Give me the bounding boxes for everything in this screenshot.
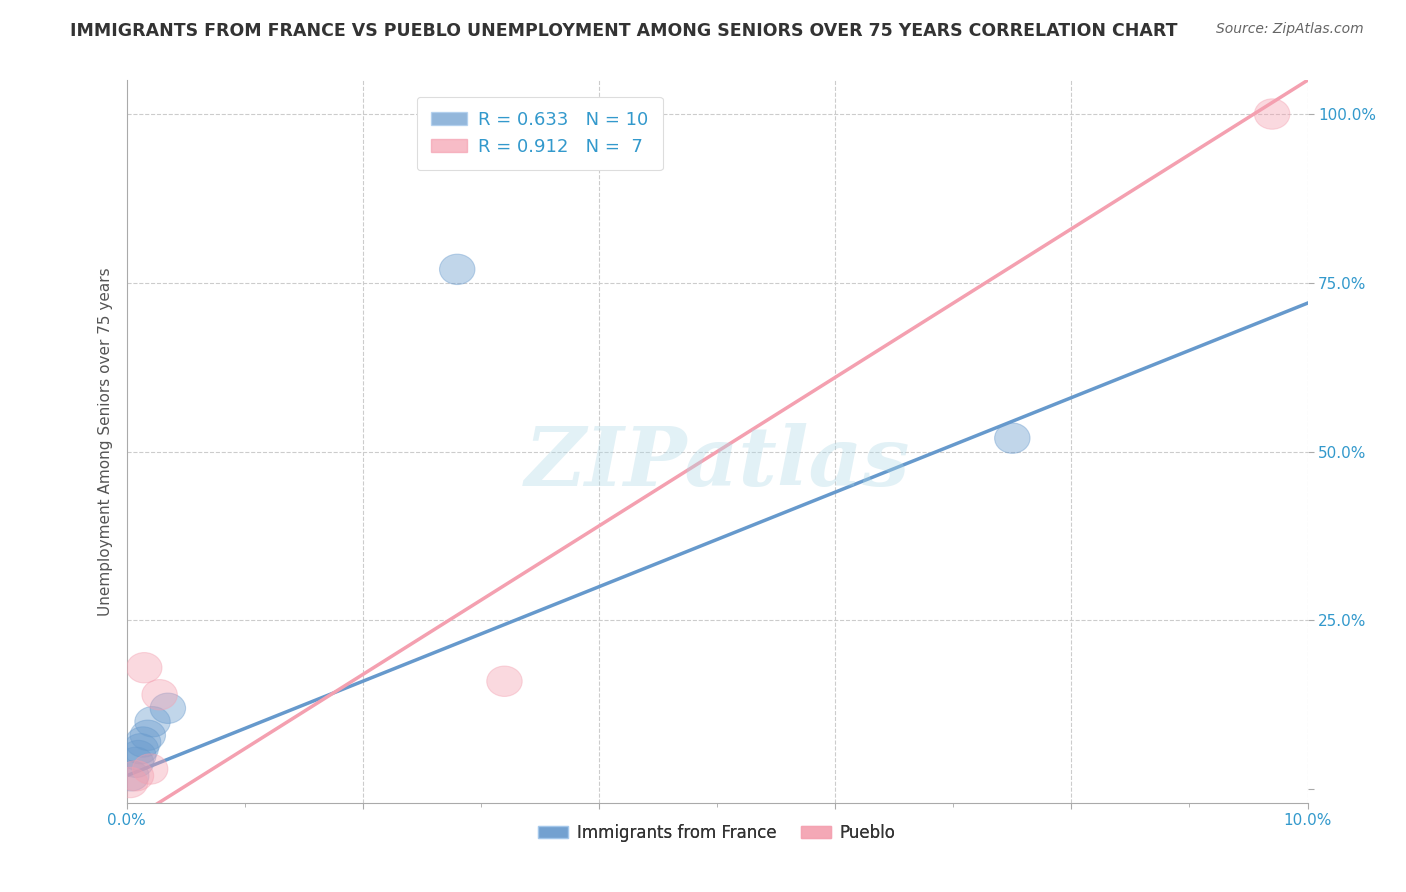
Ellipse shape [125,727,160,757]
Ellipse shape [142,680,177,710]
Text: Source: ZipAtlas.com: Source: ZipAtlas.com [1216,22,1364,37]
Ellipse shape [440,254,475,285]
Ellipse shape [127,653,162,683]
Ellipse shape [994,423,1031,453]
Ellipse shape [486,666,522,697]
Ellipse shape [122,733,159,764]
Y-axis label: Unemployment Among Seniors over 75 years: Unemployment Among Seniors over 75 years [97,268,112,615]
Ellipse shape [112,767,148,797]
Text: IMMIGRANTS FROM FRANCE VS PUEBLO UNEMPLOYMENT AMONG SENIORS OVER 75 YEARS CORREL: IMMIGRANTS FROM FRANCE VS PUEBLO UNEMPLO… [70,22,1178,40]
Ellipse shape [131,720,166,750]
Legend: Immigrants from France, Pueblo: Immigrants from France, Pueblo [531,817,903,848]
Ellipse shape [150,693,186,723]
Ellipse shape [1254,99,1289,129]
Ellipse shape [118,761,153,791]
Ellipse shape [118,747,153,778]
Ellipse shape [114,761,149,791]
Ellipse shape [132,754,167,784]
Ellipse shape [135,706,170,737]
Text: ZIPatlas: ZIPatlas [524,423,910,503]
Ellipse shape [121,740,156,771]
